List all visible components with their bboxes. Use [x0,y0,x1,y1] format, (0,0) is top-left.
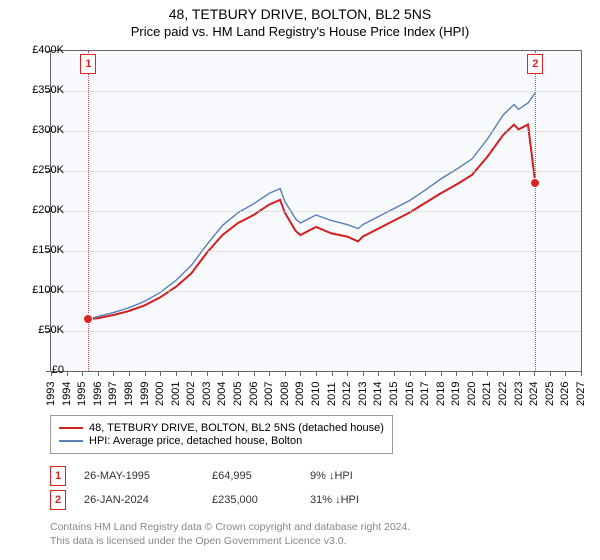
y-axis-label: £50K [20,324,64,336]
x-axis-label: 2021 [481,374,493,406]
x-axis-label: 2027 [575,374,587,406]
x-axis-label: 2006 [248,374,260,406]
y-axis-label: £300K [20,124,64,136]
x-axis-label: 2001 [170,374,182,406]
x-axis-label: 2013 [357,374,369,406]
chart-container: 48, TETBURY DRIVE, BOLTON, BL2 5NS Price… [0,0,600,560]
y-axis-label: £350K [20,84,64,96]
x-axis-label: 2007 [263,374,275,406]
legend-label: 48, TETBURY DRIVE, BOLTON, BL2 5NS (deta… [89,422,384,434]
legend-swatch [59,427,83,429]
chart-subtitle: Price paid vs. HM Land Registry's House … [0,24,600,39]
x-axis-label: 1999 [139,374,151,406]
x-axis-label: 1993 [45,374,57,406]
y-axis-label: £250K [20,164,64,176]
y-axis-label: £100K [20,284,64,296]
data-point [83,314,93,324]
x-axis-label: 2002 [185,374,197,406]
x-axis-label: 2015 [388,374,400,406]
x-axis-label: 1996 [92,374,104,406]
x-axis-label: 2008 [279,374,291,406]
legend: 48, TETBURY DRIVE, BOLTON, BL2 5NS (deta… [50,415,393,454]
legend-label: HPI: Average price, detached house, Bolt… [89,435,302,447]
y-axis-label: £400K [20,44,64,56]
y-axis-label: £200K [20,204,64,216]
event-marker: 2 [527,54,543,74]
event-pct: 9%HPI [310,470,410,482]
event-row: 1 26-MAY-1995 £64,995 9%HPI [50,466,410,486]
event-price: £64,995 [212,470,292,482]
events-table: 1 26-MAY-1995 £64,995 9%HPI 2 26-JAN-202… [50,462,410,514]
x-axis-label: 2012 [341,374,353,406]
x-axis-label: 2020 [466,374,478,406]
event-badge: 2 [50,490,66,510]
x-axis-label: 2016 [404,374,416,406]
data-point [530,178,540,188]
legend-item: 48, TETBURY DRIVE, BOLTON, BL2 5NS (deta… [59,422,384,434]
x-axis-label: 2000 [154,374,166,406]
x-axis-label: 1997 [107,374,119,406]
x-axis-label: 1995 [76,374,88,406]
x-axis-label: 2009 [294,374,306,406]
chart-plot-area: 12 [50,50,582,372]
footer-line: Contains HM Land Registry data © Crown c… [50,520,410,534]
x-axis-label: 2010 [310,374,322,406]
x-axis-label: 2017 [419,374,431,406]
event-date: 26-MAY-1995 [84,470,194,482]
event-badge: 1 [50,466,66,486]
x-axis-label: 2005 [232,374,244,406]
series-price_paid [88,125,535,319]
series-hpi [88,93,535,319]
x-axis-label: 2026 [559,374,571,406]
y-axis-label: £150K [20,244,64,256]
y-axis-label: £0 [20,364,64,376]
event-marker: 1 [80,54,96,74]
x-axis-label: 2003 [201,374,213,406]
arrow-down-icon [332,494,341,506]
event-date: 26-JAN-2024 [84,494,194,506]
legend-swatch [59,440,83,442]
x-axis-label: 2014 [372,374,384,406]
x-axis-label: 1994 [61,374,73,406]
footer: Contains HM Land Registry data © Crown c… [50,520,410,548]
x-axis-label: 2011 [326,374,338,406]
footer-line: This data is licensed under the Open Gov… [50,534,410,548]
x-axis-label: 2024 [528,374,540,406]
event-price: £235,000 [212,494,292,506]
x-axis-label: 2022 [497,374,509,406]
event-pct: 31%HPI [310,494,410,506]
chart-title: 48, TETBURY DRIVE, BOLTON, BL2 5NS [0,0,600,22]
event-row: 2 26-JAN-2024 £235,000 31%HPI [50,490,410,510]
x-axis-label: 2004 [216,374,228,406]
x-axis-label: 2018 [435,374,447,406]
x-axis-label: 2025 [544,374,556,406]
x-axis-label: 1998 [123,374,135,406]
x-axis-label: 2019 [450,374,462,406]
legend-item: HPI: Average price, detached house, Bolt… [59,435,384,447]
x-axis-label: 2023 [513,374,525,406]
